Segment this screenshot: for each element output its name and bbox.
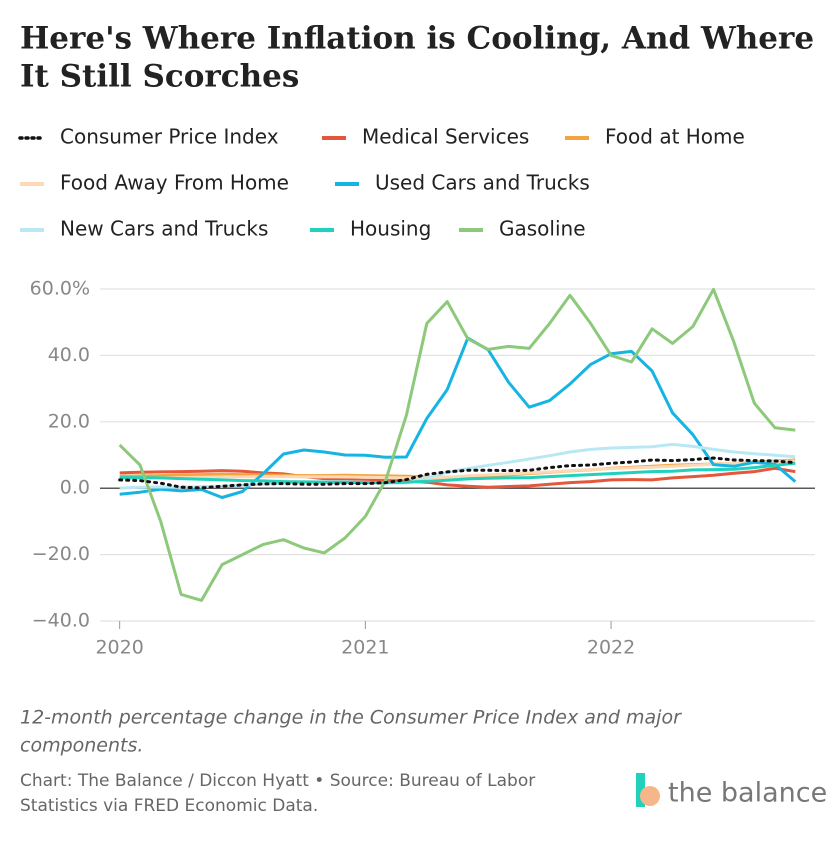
series-line bbox=[119, 466, 796, 489]
y-tick-label: −20.0 bbox=[32, 543, 90, 565]
logo-mark bbox=[640, 786, 660, 806]
caption: components. bbox=[20, 735, 143, 757]
legend-label: Medical Services bbox=[362, 125, 529, 149]
source: Statistics via FRED Economic Data. bbox=[20, 796, 318, 816]
logo: the balance bbox=[668, 778, 827, 809]
x-tick-label: 2020 bbox=[95, 637, 143, 659]
y-tick-label: 20.0 bbox=[48, 410, 90, 432]
legend-label: Used Cars and Trucks bbox=[375, 171, 590, 195]
legend-label: Housing bbox=[350, 217, 431, 241]
caption: 12-month percentage change in the Consum… bbox=[20, 707, 682, 729]
logo-mark bbox=[636, 773, 645, 807]
series-line bbox=[119, 459, 796, 480]
series-line bbox=[119, 461, 796, 485]
y-tick-label: −40.0 bbox=[32, 610, 90, 632]
y-tick-label: 40.0 bbox=[48, 344, 90, 366]
legend-label: New Cars and Trucks bbox=[60, 217, 268, 241]
y-tick-label: 60.0% bbox=[30, 278, 90, 300]
legend-label: Consumer Price Index bbox=[60, 125, 279, 149]
series-line bbox=[118, 287, 796, 602]
legend-label: Gasoline bbox=[499, 217, 586, 241]
y-tick-label: 0.0 bbox=[60, 477, 90, 499]
legend-label: Food Away From Home bbox=[60, 171, 289, 195]
series-line bbox=[119, 336, 797, 499]
chart-title: It Still Scorches bbox=[20, 59, 299, 95]
source: Chart: The Balance / Diccon Hyatt • Sour… bbox=[20, 771, 535, 791]
series-line bbox=[118, 456, 797, 490]
legend-label: Food at Home bbox=[605, 125, 745, 149]
x-tick-label: 2021 bbox=[341, 637, 389, 659]
chart-title: Here's Where Inflation is Cooling, And W… bbox=[20, 21, 814, 57]
x-tick-label: 2022 bbox=[587, 637, 635, 659]
